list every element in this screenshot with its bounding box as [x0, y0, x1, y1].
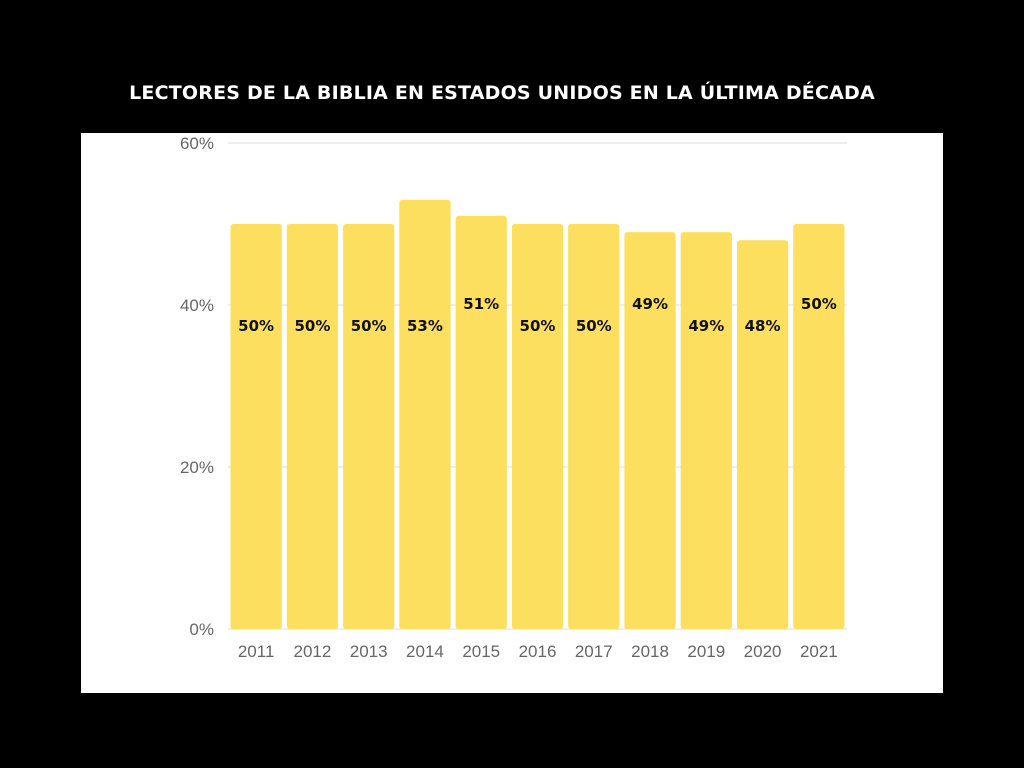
x-tick-label: 2016: [519, 642, 557, 661]
data-label: 49%: [688, 317, 724, 335]
data-label: 50%: [520, 317, 556, 335]
bars: [230, 199, 845, 629]
data-label: 48%: [745, 317, 781, 335]
data-label: 50%: [351, 317, 387, 335]
x-tick-label: 2011: [238, 642, 275, 661]
data-label: 50%: [294, 317, 330, 335]
chart-panel: 0% 20% 40% 60% 50% 50% 50% 53% 51% 50% 50% 49% 49% 4…: [81, 133, 943, 693]
data-label: 50%: [238, 317, 274, 335]
bar: [286, 224, 339, 629]
x-tick-label: 2013: [350, 642, 388, 661]
x-axis-tick-labels: 2011 2012 2013 2014 2015 2016 2017 2018 2019 2020…: [238, 642, 838, 661]
x-tick-label: 2017: [575, 642, 613, 661]
x-tick-label: 2018: [631, 642, 669, 661]
y-tick-label: 40%: [180, 296, 214, 315]
data-label: 51%: [463, 295, 499, 313]
bar: [736, 240, 789, 629]
bar: [230, 224, 282, 629]
data-label: 50%: [801, 295, 837, 313]
data-label: 49%: [632, 295, 668, 313]
bar: [568, 224, 620, 629]
bar: [343, 224, 395, 629]
bar: [680, 232, 732, 629]
data-labels: 50% 50% 50% 53% 51% 50% 50% 49% 49% 48% 50%: [238, 295, 837, 335]
y-tick-label: 20%: [180, 458, 214, 477]
bar: [624, 232, 676, 629]
x-tick-label: 2015: [462, 642, 500, 661]
data-label: 50%: [576, 317, 612, 335]
x-tick-label: 2014: [406, 642, 444, 661]
y-tick-label: 0%: [189, 620, 214, 639]
y-axis-tick-labels: 0% 20% 40% 60%: [180, 134, 214, 639]
bar-chart: 0% 20% 40% 60% 50% 50% 50% 53% 51% 50% 50% 49% 49% 4…: [180, 134, 847, 661]
bar: [511, 224, 564, 629]
x-tick-label: 2012: [293, 642, 331, 661]
bar: [793, 224, 845, 629]
x-tick-label: 2020: [744, 642, 782, 661]
bar: [455, 215, 507, 629]
y-tick-label: 60%: [180, 134, 214, 153]
chart-title: LECTORES DE LA BIBLIA EN ESTADOS UNIDOS …: [129, 82, 875, 104]
x-tick-label: 2019: [687, 642, 725, 661]
bar: [399, 199, 451, 629]
data-label: 53%: [407, 317, 443, 335]
x-tick-label: 2021: [800, 642, 838, 661]
